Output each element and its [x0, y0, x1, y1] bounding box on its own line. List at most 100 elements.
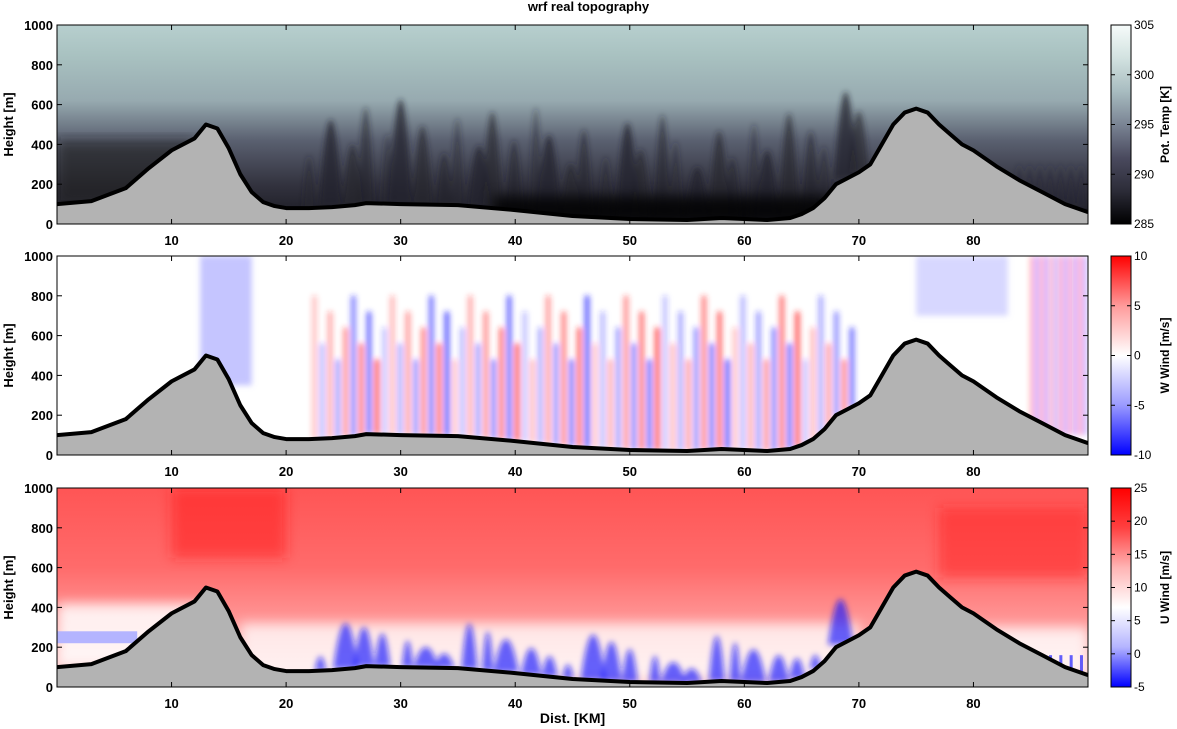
x-tick-label: 10: [164, 696, 178, 711]
reverse-flow-patch: [1079, 655, 1083, 680]
y-tick-label: 800: [31, 521, 53, 536]
vertical-wind-stripe: [546, 295, 551, 445]
vertical-wind-stripe: [561, 311, 566, 446]
colorbar-tick-label: 15: [1134, 547, 1148, 561]
colorbar-tick-label: 10: [1134, 581, 1148, 595]
vertical-wind-stripe: [553, 343, 558, 446]
temperature-plume: [747, 123, 761, 220]
reverse-flow-patch: [681, 668, 702, 683]
reverse-flow-patch: [621, 648, 638, 683]
downdraft: [916, 256, 1008, 316]
vertical-wind-stripe: [398, 343, 403, 436]
x-tick-label: 80: [966, 233, 980, 248]
vertical-wind-stripe: [1045, 256, 1048, 436]
vertical-wind-stripe: [507, 295, 512, 441]
temperature-plume: [1057, 164, 1064, 209]
colorbar-tick-label: 5: [1134, 614, 1141, 628]
temperature-plume: [779, 113, 799, 219]
temperature-plume: [654, 114, 671, 220]
x-tick-label: 20: [279, 233, 293, 248]
vertical-wind-stripe: [390, 295, 395, 435]
vertical-wind-stripe: [1049, 256, 1053, 436]
reverse-flow-patch: [520, 647, 542, 675]
vertical-wind-stripe: [842, 359, 847, 412]
reverse-flow-patch: [413, 646, 439, 668]
terrain-fill: [57, 339, 1088, 455]
vertical-wind-stripe: [343, 327, 348, 438]
y-axis-label: Height [m]: [1, 92, 16, 156]
vertical-wind-stripe: [811, 327, 816, 441]
vertical-wind-stripe: [413, 359, 418, 436]
vertical-wind-stripe: [421, 327, 426, 436]
figure-title: wrf real topography: [527, 0, 650, 14]
reverse-flow-patch: [314, 656, 327, 671]
panel-u-wind: 10 20 30 40 50 60 70 8002004006008001000Height …: [1, 481, 1172, 711]
temperature-plume: [436, 152, 453, 205]
reverse-flow-patch: [649, 655, 661, 683]
temperature-plume: [389, 99, 413, 205]
vertical-wind-stripe: [444, 311, 449, 436]
vertical-wind-stripe: [694, 327, 699, 451]
y-tick-label: 600: [31, 329, 53, 344]
vertical-wind-stripe: [647, 359, 652, 451]
vertical-wind-stripe: [624, 295, 629, 450]
vertical-wind-stripe: [616, 327, 621, 450]
vertical-wind-stripe: [577, 327, 582, 448]
vertical-wind-stripe: [764, 359, 769, 451]
vertical-wind-stripe: [686, 359, 691, 452]
x-tick-label: 60: [737, 464, 751, 479]
temperature-plume: [412, 125, 433, 205]
x-tick-label: 30: [393, 696, 407, 711]
vertical-wind-stripe: [491, 359, 496, 440]
temperature-plume: [482, 111, 503, 209]
y-tick-label: 0: [46, 448, 53, 463]
vertical-wind-stripe: [452, 359, 457, 437]
vertical-wind-stripe: [514, 343, 520, 442]
field-layer: [57, 256, 1088, 455]
y-tick-label: 400: [31, 368, 53, 383]
x-tick-label: 10: [164, 233, 178, 248]
vertical-wind-stripe: [1069, 256, 1072, 436]
y-tick-label: 200: [31, 177, 53, 192]
vertical-wind-stripe: [756, 311, 761, 451]
y-axis-label: Height [m]: [1, 555, 16, 619]
colorbar-tick-label: 0: [1134, 647, 1141, 661]
colorbar-tick-label: 0: [1134, 349, 1141, 363]
colorbar-tick-label: 290: [1134, 167, 1154, 181]
vertical-wind-stripe: [312, 295, 317, 439]
vertical-wind-stripe: [1083, 256, 1086, 436]
reverse-flow-patch: [740, 649, 767, 683]
field-layer: [57, 488, 1088, 687]
terrain-fill: [57, 571, 1088, 687]
colorbar-label: U Wind [m/s]: [1158, 551, 1172, 624]
temperature-plume: [802, 130, 819, 210]
colorbar-tick-label: -10: [1134, 448, 1152, 462]
vertical-wind-stripe: [585, 295, 590, 448]
vertical-wind-stripe: [437, 343, 442, 436]
temperature-plume: [849, 110, 869, 173]
temperature-plume: [451, 117, 464, 206]
colorbar-tick-label: 5: [1134, 299, 1141, 313]
x-tick-label: 10: [164, 464, 178, 479]
vertical-wind-stripe: [569, 359, 574, 447]
vertical-wind-stripe: [382, 327, 387, 435]
y-tick-label: 1000: [24, 18, 53, 33]
reverse-flow-patch: [789, 658, 806, 679]
y-axis-label: Height [m]: [1, 323, 16, 387]
vertical-wind-stripe: [460, 327, 465, 437]
x-tick-label: 60: [737, 696, 751, 711]
panel-potential-temperature: 10 20 30 40 50 60 70 8002004006008001000Height …: [1, 18, 1172, 248]
reverse-flow-patch: [729, 642, 741, 682]
vertical-wind-stripe: [374, 359, 379, 435]
x-tick-label: 50: [623, 233, 637, 248]
vertical-wind-stripe: [468, 295, 473, 437]
colorbar-tick-label: 10: [1134, 249, 1148, 263]
vertical-wind-stripe: [1054, 256, 1058, 436]
vertical-wind-stripe: [748, 343, 753, 451]
vertical-wind-stripe: [1074, 256, 1077, 436]
vertical-wind-stripe: [1035, 256, 1038, 436]
vertical-wind-stripe: [1040, 256, 1043, 436]
x-tick-label: 70: [852, 464, 866, 479]
y-tick-label: 0: [46, 680, 53, 695]
x-tick-label: 50: [623, 464, 637, 479]
